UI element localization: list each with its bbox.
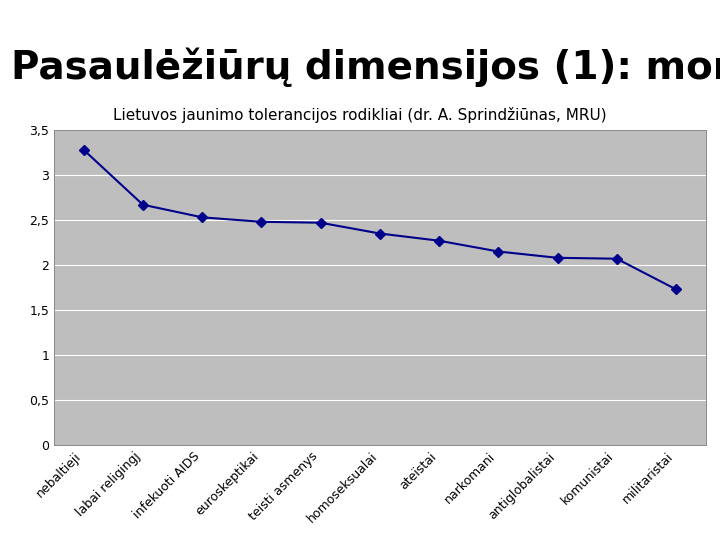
Text: Tobulėkime: Tobulėkime bbox=[302, 9, 418, 26]
Text: Lietuvos jaunimo tolerancijos rodikliai (dr. A. Sprindžiūnas, MRU): Lietuvos jaunimo tolerancijos rodikliai … bbox=[113, 107, 607, 123]
Text: Pasaulėžiūrų dimensijos (1): moralinė: Pasaulėžiūrų dimensijos (1): moralinė bbox=[11, 48, 720, 87]
Text: Veikime: Veikime bbox=[560, 9, 640, 26]
Text: Sužinokime: Sužinokime bbox=[62, 9, 179, 26]
